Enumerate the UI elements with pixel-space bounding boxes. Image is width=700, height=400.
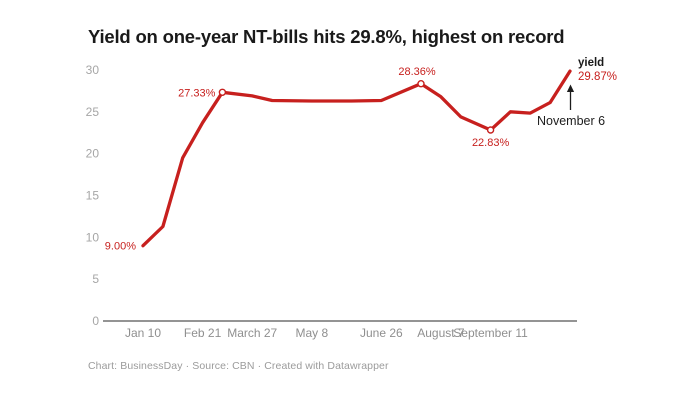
y-axis-tick-label: 20 xyxy=(86,147,100,161)
data-point-marker xyxy=(218,88,227,97)
y-axis-tick-label: 30 xyxy=(86,63,100,77)
chart-title: Yield on one-year NT-bills hits 29.8%, h… xyxy=(88,26,565,47)
x-axis-tick-label: August 7 xyxy=(417,326,465,340)
x-axis-tick-label: Jan 10 xyxy=(125,326,161,340)
x-axis-tick-label: May 8 xyxy=(295,326,328,340)
x-axis-tick-label: Feb 21 xyxy=(184,326,222,340)
annotation-arrow-head xyxy=(566,84,575,92)
yield-line xyxy=(141,69,572,248)
value-label: 28.36% xyxy=(398,66,436,78)
x-axis-tick-label: June 26 xyxy=(360,326,403,340)
legend-series-label: yield xyxy=(578,57,605,69)
value-label: 27.33% xyxy=(178,87,216,99)
y-axis-tick-label: 5 xyxy=(92,272,99,286)
x-axis-tick-label: March 27 xyxy=(227,326,277,340)
annotation-november-6: November 6 xyxy=(537,114,606,128)
data-point-marker xyxy=(486,126,495,134)
data-point-marker xyxy=(417,79,425,88)
y-axis-tick-label: 10 xyxy=(86,230,100,244)
attribution-footer: Chart: BusinessDay · Source: CBN · Creat… xyxy=(88,360,389,372)
legend-last-value: 29.87% xyxy=(578,71,618,84)
legend: yield 29.87% xyxy=(578,57,617,84)
y-axis-tick-label: 25 xyxy=(86,105,100,119)
value-label: 22.83% xyxy=(472,137,510,149)
x-axis-tick-label: September 11 xyxy=(453,326,528,340)
value-label: 9.00% xyxy=(105,241,136,253)
y-axis-tick-label: 15 xyxy=(86,189,100,203)
y-axis-tick-label: 0 xyxy=(92,314,99,328)
